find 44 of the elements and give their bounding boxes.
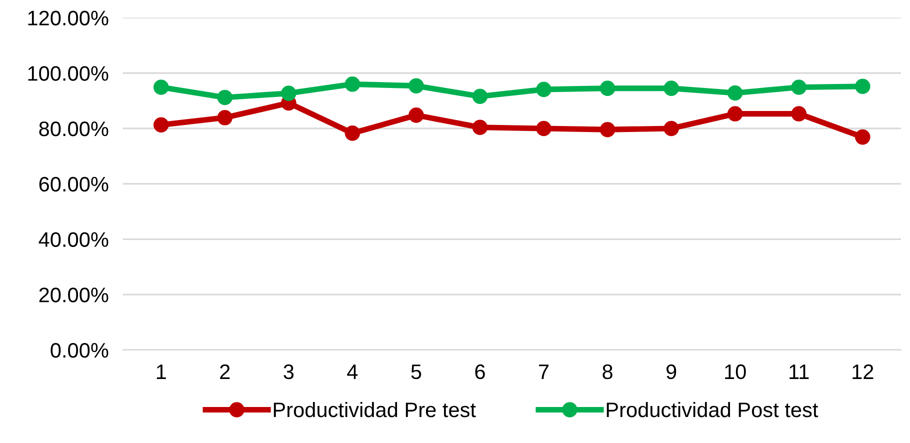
point xyxy=(791,80,806,95)
legend-label: Productividad Pre test xyxy=(274,402,476,418)
point xyxy=(217,110,233,126)
x-tick-label: 6 xyxy=(475,364,485,380)
x-tick-label: 5 xyxy=(411,364,422,380)
y-tick-label: 40.00% xyxy=(38,232,108,247)
point xyxy=(344,126,360,141)
x-tick-label: 12 xyxy=(852,364,874,379)
y-tick-label: 60.00% xyxy=(39,176,108,192)
x-tick-label: 2 xyxy=(220,364,230,379)
x-tick-label: 10 xyxy=(725,364,746,380)
point xyxy=(472,120,488,135)
point xyxy=(854,78,870,94)
y-tick-label: 20.00% xyxy=(39,288,108,302)
point xyxy=(536,120,552,136)
x-tick-label: 7 xyxy=(539,364,549,379)
point xyxy=(854,129,870,145)
legend-label: Productividad Post test xyxy=(606,402,818,418)
point xyxy=(664,120,679,136)
point xyxy=(664,80,679,96)
point xyxy=(600,80,616,96)
point xyxy=(408,78,424,94)
x-tick-label: 11 xyxy=(790,364,809,379)
x-tick-label: 3 xyxy=(284,364,294,380)
point xyxy=(727,85,743,101)
point xyxy=(408,108,424,123)
point xyxy=(791,106,806,122)
point xyxy=(472,88,488,104)
x-tick-label: 1 xyxy=(156,364,166,379)
point xyxy=(217,90,233,106)
point xyxy=(727,106,743,122)
point xyxy=(536,82,552,98)
y-tick-label: 80.00% xyxy=(39,121,108,136)
y-tick-label: 120.00% xyxy=(28,10,108,26)
point xyxy=(600,122,616,138)
point xyxy=(153,80,169,95)
y-tick-label: 100.00% xyxy=(28,66,108,81)
x-tick-label: 8 xyxy=(602,364,612,380)
x-tick-label: 4 xyxy=(347,364,358,379)
y-tick-label: 0.00% xyxy=(50,342,108,358)
x-tick-label: 9 xyxy=(666,364,676,380)
point xyxy=(153,117,169,133)
point xyxy=(281,86,296,101)
point xyxy=(344,76,360,92)
